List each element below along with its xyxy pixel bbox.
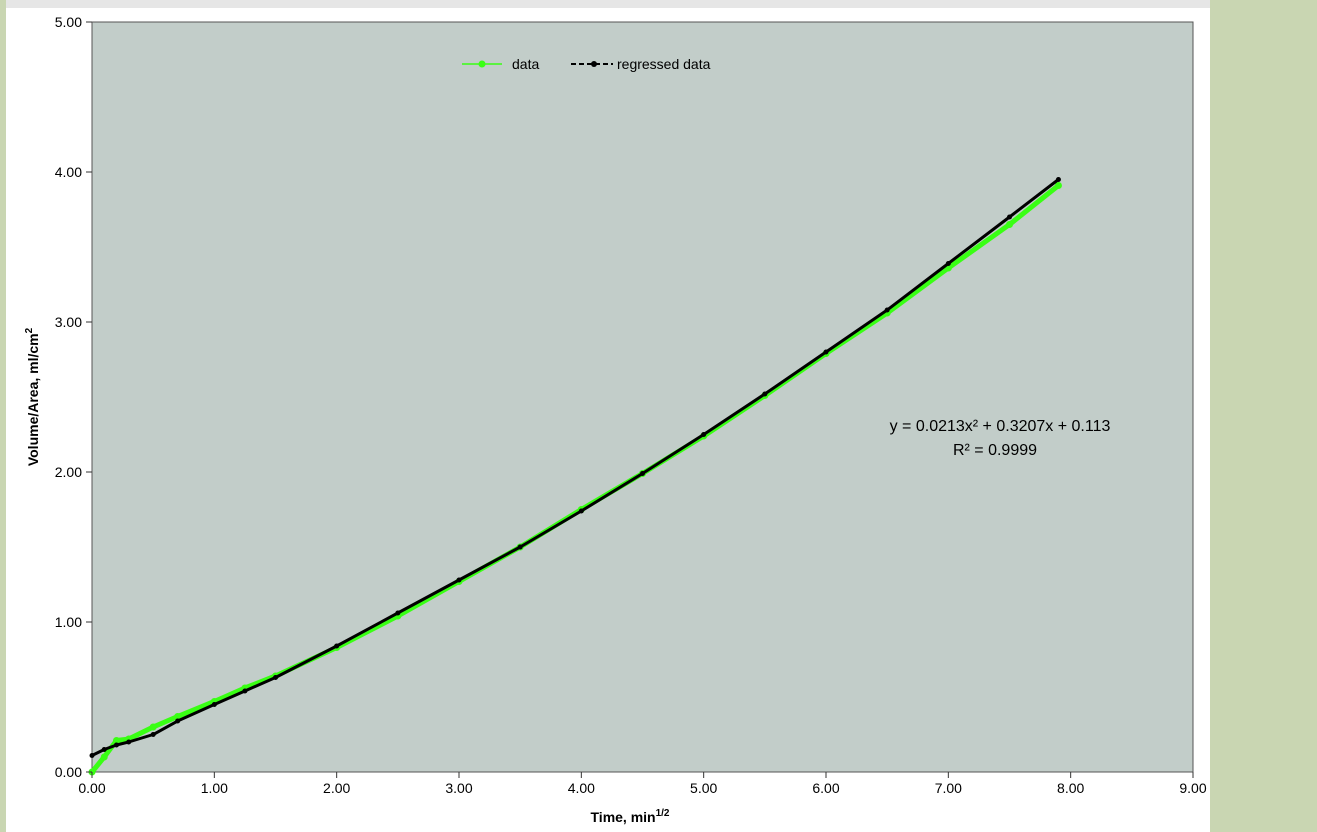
x-tick-label: 6.00: [812, 780, 839, 796]
y-axis-title-sup: 2: [24, 327, 35, 333]
x-tick-label: 7.00: [935, 780, 962, 796]
regressed-point: [395, 610, 401, 616]
regressed-point: [1007, 214, 1012, 220]
regressed-point: [1055, 177, 1061, 182]
regressed-point: [762, 391, 768, 397]
x-axis-title: Time, min1/2: [591, 808, 670, 825]
regressed-point: [126, 739, 132, 745]
legend-regressed-label: regressed data: [617, 56, 711, 72]
data-point: [100, 753, 108, 761]
y-tick-label: 1.00: [55, 614, 82, 630]
regressed-point: [334, 643, 340, 649]
y-tick-label: 5.00: [55, 14, 82, 30]
regressed-point: [113, 742, 119, 748]
x-tick-label: 4.00: [568, 780, 595, 796]
y-tick-label: 0.00: [55, 764, 82, 780]
y-axis-ticks: 0.00 1.00 2.00 3.00 4.00 5.00: [55, 14, 92, 780]
regressed-series-line: [91, 178, 1060, 757]
page-top-strip: [0, 0, 1317, 8]
plot-area: [91, 21, 1194, 773]
x-tick-label: 8.00: [1057, 780, 1084, 796]
x-axis-title-sup: 1/2: [656, 808, 670, 819]
legend-regressed-marker: [591, 61, 597, 67]
x-tick-label: 3.00: [445, 780, 472, 796]
legend-data-marker: [478, 60, 486, 68]
x-tick-label: 2.00: [323, 780, 350, 796]
right-side-band: [1210, 0, 1317, 832]
r-squared-label: R² = 0.9999: [953, 442, 1037, 459]
regressed-point: [273, 675, 278, 680]
regressed-point: [517, 544, 523, 550]
regressed-point: [578, 508, 584, 514]
regressed-point: [211, 702, 217, 707]
regressed-point: [640, 471, 645, 476]
y-tick-label: 3.00: [55, 314, 82, 330]
legend: data regressed data: [462, 56, 711, 72]
x-tick-label: 5.00: [690, 780, 717, 796]
data-point: [1054, 182, 1062, 189]
regressed-point: [823, 349, 829, 355]
regressed-point: [945, 261, 951, 266]
regressed-point: [701, 432, 707, 437]
y-tick-label: 2.00: [55, 464, 82, 480]
regressed-point: [150, 732, 156, 737]
data-point: [112, 737, 120, 744]
legend-data-label: data: [512, 56, 539, 72]
y-axis-title: Volume/Area, ml/cm2: [24, 327, 41, 466]
data-point: [149, 723, 157, 731]
regression-equation: y = 0.0213x² + 0.3207x + 0.113: [890, 418, 1111, 435]
data-point: [1006, 221, 1013, 228]
regressed-point: [89, 753, 95, 758]
y-axis-title-text: Volume/Area, ml/cm: [25, 333, 41, 466]
x-tick-label: 1.00: [201, 780, 228, 796]
y-tick-label: 4.00: [55, 164, 82, 180]
left-side-band: [0, 0, 6, 832]
regressed-point: [175, 718, 181, 724]
x-axis-title-text: Time, min: [591, 809, 656, 825]
x-tick-label: 9.00: [1179, 780, 1206, 796]
x-tick-label: 0.00: [78, 780, 105, 796]
series-layer: [88, 177, 1062, 776]
x-axis-ticks: 0.00 1.00 2.00 3.00 4.00 5.00 6.00 7.00 8.00 9.00: [78, 772, 1207, 796]
regressed-point: [456, 577, 462, 583]
data-point: [174, 713, 182, 720]
regressed-point: [101, 747, 107, 752]
data-series-line: [90, 183, 1060, 774]
regressed-point: [242, 688, 248, 694]
regressed-point: [884, 307, 890, 313]
